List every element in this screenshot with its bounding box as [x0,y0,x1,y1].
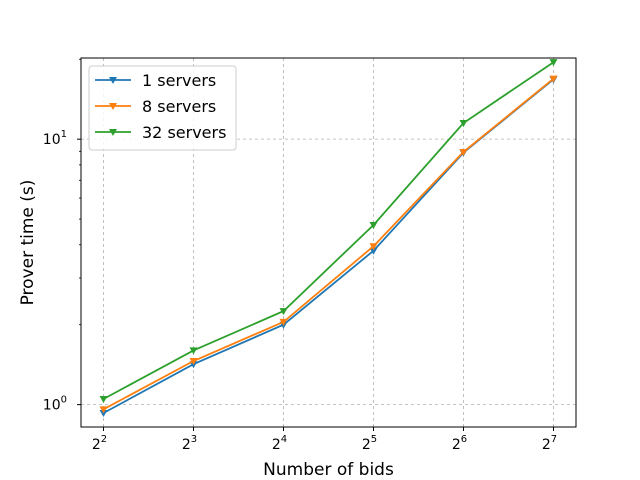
x-tick-label: 26 [452,434,467,453]
x-axis-ticks: 22 23 24 25 26 27 [92,427,557,453]
data-point [459,120,468,128]
legend-item: 32 servers [95,123,226,142]
data-point [99,409,108,417]
data-point [279,318,288,326]
data-point [99,395,108,403]
data-point [459,148,468,156]
data-point [369,243,378,251]
y-tick-label: 101 [43,129,67,148]
data-point [369,247,378,255]
series-line [103,78,555,411]
legend-label: 32 servers [142,123,226,142]
data-point [189,357,198,365]
series-group [99,59,558,417]
x-tick-label: 25 [362,434,377,453]
y-axis-ticks: 100 101 [43,58,81,414]
legend-swatch-marker [109,103,117,110]
legend-item: 1 servers [95,71,216,90]
legend-label: 1 servers [142,71,216,90]
data-point [369,221,378,229]
series-3 [99,59,558,403]
data-point [279,308,288,316]
data-point [99,406,108,414]
data-point [189,347,198,355]
legend-item: 8 servers [95,97,216,116]
x-axis-title: Number of bids [263,460,394,480]
x-tick-label: 24 [272,434,287,453]
data-point [549,75,558,83]
series-line [103,61,555,400]
y-tick-label: 100 [43,395,67,414]
legend: 1 servers 8 servers 32 servers [88,65,237,151]
legend-box [88,65,237,151]
x-tick-label: 27 [542,434,557,453]
legend-swatch-marker [109,77,117,84]
plot-area-frame [80,57,577,428]
x-tick-label: 22 [92,434,107,453]
series-2 [99,75,558,414]
legend-label: 8 servers [142,97,216,116]
x-tick-label: 23 [182,434,197,453]
legend-swatch-marker [109,129,117,136]
y-axis-title: Prover time (s) [18,180,38,306]
data-point [549,59,558,67]
